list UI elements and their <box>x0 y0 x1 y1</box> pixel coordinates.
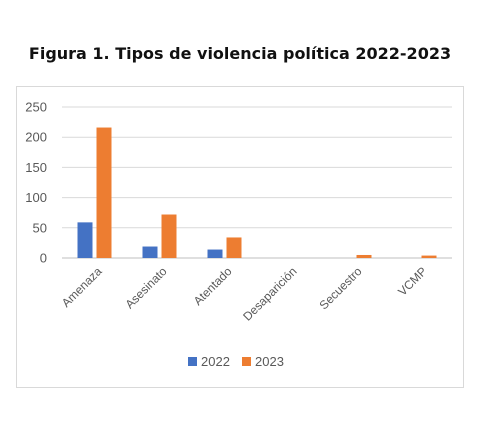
x-category-label: Atentado <box>191 264 235 308</box>
x-category-label: VCMP <box>395 264 429 298</box>
bar-2023-secuestro <box>356 254 372 258</box>
y-tick-label: 0 <box>40 251 47 266</box>
legend: 2022 2023 <box>188 354 284 369</box>
bar-2023-atentado <box>226 237 242 258</box>
legend-swatch-2022 <box>188 357 197 366</box>
legend-label-2023: 2023 <box>255 354 284 369</box>
chart-frame <box>16 86 464 388</box>
y-tick-label: 150 <box>25 160 47 175</box>
x-category-label: Amenaza <box>59 264 105 310</box>
x-category-label: Secuestro <box>317 264 365 312</box>
legend-swatch-2023 <box>242 357 251 366</box>
bar-2022-atentado <box>207 249 223 258</box>
y-tick-label: 250 <box>25 100 47 115</box>
gridlines <box>62 106 452 259</box>
bar-2023-amenaza <box>96 127 112 258</box>
y-tick-label: 100 <box>25 190 47 205</box>
legend-label-2022: 2022 <box>201 354 230 369</box>
bar-2022-amenaza <box>77 222 93 258</box>
bar-2022-asesinato <box>142 246 158 258</box>
x-category-label: Asesinato <box>122 264 169 311</box>
y-tick-label: 200 <box>25 130 47 145</box>
x-axis-categories: Amenaza Asesinato Atentado Desaparición Secu… <box>59 264 430 324</box>
y-tick-label: 50 <box>33 220 47 235</box>
bar-2023-asesinato <box>161 214 177 258</box>
bars <box>77 127 437 258</box>
x-category-label: Desaparición <box>240 264 299 323</box>
bar-2023-vcmp <box>421 255 437 258</box>
y-axis-ticks: 0 50 100 150 200 250 <box>25 100 47 266</box>
chart-title: Figura 1. Tipos de violencia política 20… <box>28 44 452 63</box>
